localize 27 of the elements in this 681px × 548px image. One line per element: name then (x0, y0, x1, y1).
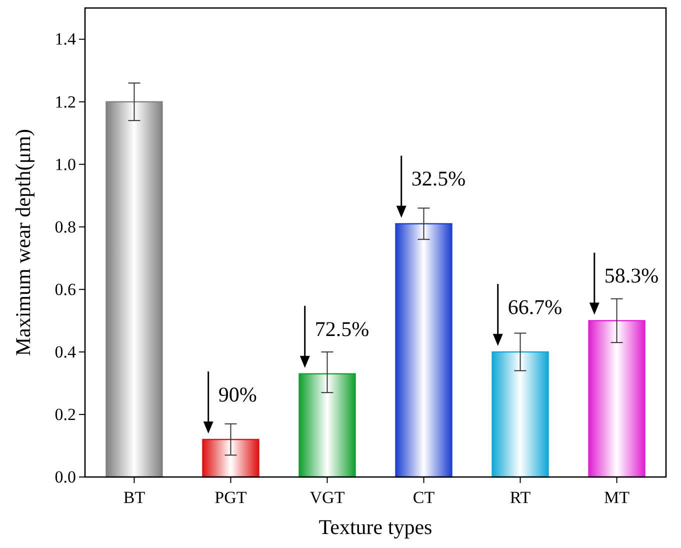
y-tick-label: 0.0 (54, 467, 76, 486)
annotation: 66.7% (508, 294, 562, 319)
annotation: 58.3% (604, 264, 659, 288)
x-tick-label: RT (510, 488, 532, 507)
y-axis-title: Maximum wear depth(μm) (11, 128, 35, 356)
x-axis-title: Texture types (318, 515, 432, 539)
y-tick-label: 1.0 (54, 154, 76, 174)
y-tick-label: 0.4 (54, 342, 76, 362)
y-tick-label: 0.8 (54, 217, 76, 236)
x-tick-label: CT (412, 488, 436, 507)
x-tick-label: PGT (214, 488, 248, 507)
bar (492, 351, 549, 478)
y-tick-label: 0.6 (54, 280, 76, 299)
x-tick-label: MT (604, 488, 630, 507)
bar (298, 373, 356, 478)
bar (395, 223, 452, 478)
x-tick-label: VGT (310, 488, 346, 507)
y-tick-label: 1.2 (54, 92, 76, 112)
bar (106, 101, 163, 478)
x-tick-label: BT (123, 488, 146, 507)
annotation: 72.5% (314, 316, 370, 341)
y-tick-label: 0.2 (54, 404, 76, 424)
bar (202, 438, 260, 478)
annotation: 90% (218, 382, 257, 406)
annotation: 32.5% (411, 166, 466, 191)
bar (588, 320, 646, 478)
y-tick-label: 1.4 (54, 30, 76, 49)
